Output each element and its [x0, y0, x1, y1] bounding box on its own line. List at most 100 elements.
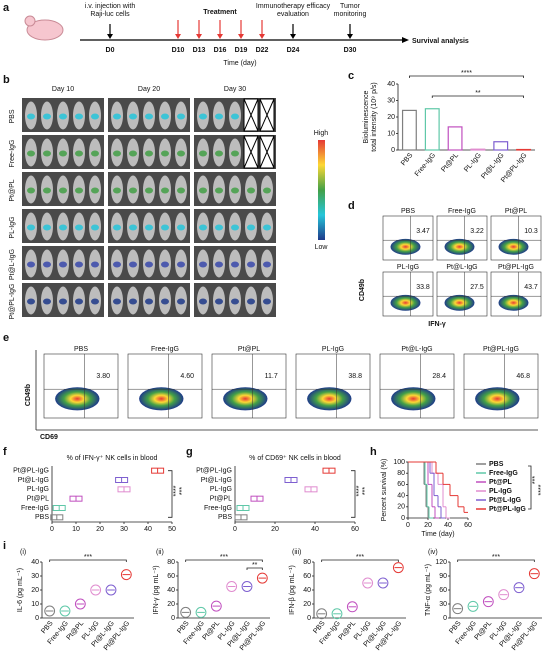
row-label: Free-IgG [9, 139, 16, 167]
y-tick-label: 60 [303, 573, 311, 580]
flow-title: Pt@PL-IgG [483, 346, 519, 353]
colorbar [318, 140, 325, 240]
y-tick-label: 0 [171, 615, 175, 622]
signal [145, 298, 153, 305]
signal [129, 298, 137, 305]
significance: **** [173, 485, 180, 496]
y-tick-label: 10 [387, 130, 395, 137]
signal [161, 224, 169, 231]
y-tick-label: Pt@L-IgG [18, 477, 49, 484]
signal [199, 261, 207, 268]
signal [161, 261, 169, 268]
signal [231, 261, 239, 268]
signal [177, 113, 185, 120]
y-tick-label: 80 [167, 559, 175, 566]
flow-title: Pt@L-IgG [401, 346, 432, 353]
label: CD49b [25, 384, 32, 406]
axes [177, 562, 270, 619]
day-header: Day 20 [138, 86, 160, 93]
flow-title: PL-IgG [322, 346, 344, 353]
flow-density [390, 238, 421, 255]
significance: *** [179, 487, 186, 495]
x-tick-label: 20 [96, 526, 104, 533]
y-tick-label: 80 [397, 470, 405, 477]
y-tick-label: 0 [391, 147, 395, 154]
signal [91, 298, 99, 305]
signal [43, 261, 51, 268]
legend-label: Pt@PL [489, 479, 512, 486]
flow-percent: 38.8 [348, 373, 362, 380]
day-header: Day 30 [224, 86, 246, 93]
y-tick-label: 80 [303, 559, 311, 566]
flow-title: PL-IgG [397, 264, 419, 271]
y-tick-label: 20 [387, 114, 395, 121]
signal [199, 113, 207, 120]
y-tick-label: Free-IgG [204, 505, 232, 512]
signal [43, 113, 51, 120]
flow-percent: 4.60 [180, 373, 194, 380]
signal [27, 261, 35, 268]
y-tick-label: 0 [401, 515, 405, 522]
flow-percent: 10.3 [524, 228, 538, 235]
signal [177, 150, 185, 157]
y-tick-label: Pt@PL [27, 496, 49, 503]
flow-title: Pt@PL [505, 208, 527, 215]
sub-label: (iii) [292, 549, 301, 556]
signal [129, 113, 137, 120]
signal [75, 261, 83, 268]
label: Low [315, 244, 329, 251]
signal [215, 187, 223, 194]
bar [447, 126, 463, 151]
dead-cross [259, 98, 275, 132]
flow-density [55, 387, 100, 411]
panel-label: d [348, 200, 355, 212]
axes [51, 466, 172, 523]
flow-density [223, 387, 268, 411]
violin [105, 584, 117, 596]
signal [177, 224, 185, 231]
signal [27, 187, 35, 194]
panel-label: e [3, 332, 9, 344]
y-tick-label: 40 [387, 81, 395, 88]
legend-label: Pt@L-IgG [489, 497, 522, 504]
signal [215, 150, 223, 157]
label: Time (day) [223, 60, 256, 67]
dead-cross [243, 135, 259, 169]
y-tick-label: 40 [303, 587, 311, 594]
signal [177, 298, 185, 305]
flow-percent: 3.80 [96, 373, 110, 380]
signal [263, 261, 271, 268]
signal [27, 150, 35, 157]
violin [74, 598, 86, 610]
label: total intensity (10⁹ p/s) [371, 82, 378, 152]
signal [59, 113, 67, 120]
significance: **** [461, 70, 472, 77]
signal [247, 187, 255, 194]
flow-density [498, 238, 529, 255]
violin [44, 605, 56, 617]
signal [161, 187, 169, 194]
panel-label: a [3, 2, 10, 14]
signal [231, 150, 239, 157]
arrow-head [402, 37, 409, 43]
sig-bracket [528, 465, 532, 510]
signal [59, 261, 67, 268]
signal [161, 298, 169, 305]
x-tick-label: 40 [444, 522, 452, 529]
signal [247, 261, 255, 268]
signal [199, 298, 207, 305]
violin [528, 568, 540, 580]
violin [241, 581, 253, 592]
signal [177, 187, 185, 194]
signal [43, 150, 51, 157]
signal [263, 187, 271, 194]
signal [247, 298, 255, 305]
significance: **** [538, 484, 545, 495]
y-tick-label: 60 [397, 481, 405, 488]
label: CD49b [359, 279, 366, 301]
y-tick-label: Pt@L-IgG [201, 477, 232, 484]
day-label: D13 [193, 47, 206, 54]
x-tick-label: 40 [144, 526, 152, 533]
x-tick-label: 20 [424, 522, 432, 529]
